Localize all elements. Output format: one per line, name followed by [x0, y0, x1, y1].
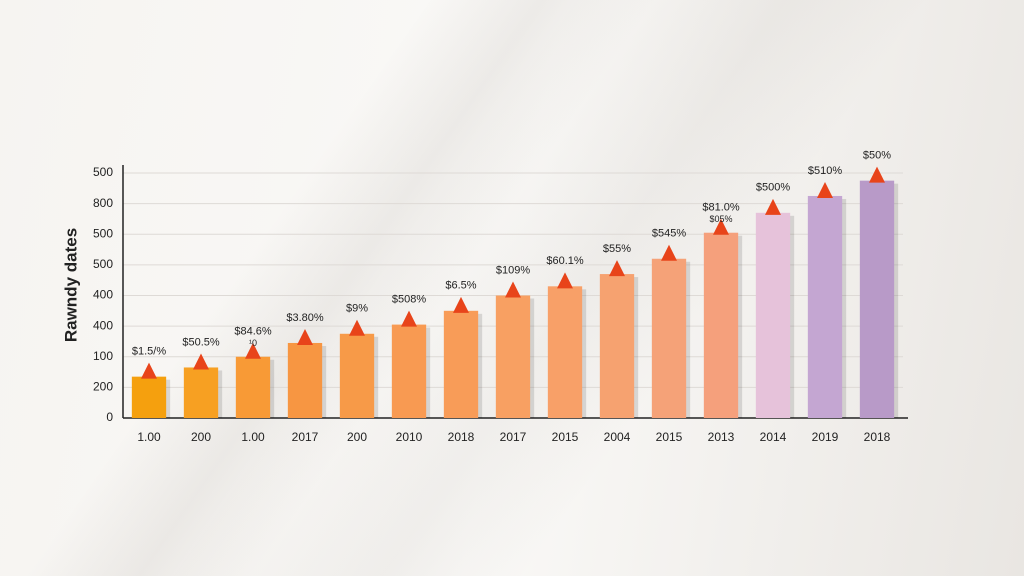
y-axis-title: Rawndy dates [61, 228, 80, 342]
y-tick-label: 100 [93, 349, 113, 363]
bar-label: $500% [756, 182, 790, 194]
x-tick-label: 200 [347, 430, 367, 444]
y-tick-label: 800 [93, 196, 113, 210]
y-tick-label: 500 [93, 257, 113, 271]
bar-label: $84.6% [234, 326, 272, 338]
bar [599, 274, 635, 418]
bar-marker [453, 296, 469, 313]
x-tick-label: 200 [191, 430, 211, 444]
bar-marker [609, 260, 625, 277]
bar-marker [349, 319, 365, 336]
x-tick-label: 2015 [552, 430, 579, 444]
bar-label: $9% [346, 303, 368, 315]
bar-label: $508% [392, 294, 426, 306]
y-tick-label: 400 [93, 318, 113, 332]
bar-marker [869, 166, 885, 183]
bar-marker [505, 281, 521, 298]
x-tick-label: 2017 [500, 430, 527, 444]
bar-label: $50.5% [182, 336, 220, 348]
bar-marker [557, 272, 573, 289]
bar [703, 232, 739, 418]
x-tick-label: 2018 [864, 430, 891, 444]
bar [235, 356, 271, 418]
x-tick-label: 2010 [396, 430, 423, 444]
x-tick-label: 2015 [656, 430, 683, 444]
bar-label: $510% [808, 165, 842, 177]
x-tick-label: 2004 [604, 430, 631, 444]
bar-label: $1.5/% [132, 346, 166, 358]
bar-label: $545% [652, 228, 686, 240]
bar-marker [817, 181, 833, 198]
x-tick-label: 1.00 [241, 430, 265, 444]
bar-label: $6.5% [445, 280, 476, 292]
bar-marker [141, 362, 157, 379]
y-tick-label: 400 [93, 288, 113, 302]
bar-label: $50% [863, 150, 891, 162]
bar-marker [401, 310, 417, 327]
bar-label: $109% [496, 264, 530, 276]
y-tick-label: 200 [93, 380, 113, 394]
x-tick-label: 2017 [292, 430, 319, 444]
x-tick-label: 1.00 [137, 430, 161, 444]
y-tick-label: 0 [106, 410, 113, 424]
x-tick-label: 2018 [448, 430, 475, 444]
x-tick-label: 2013 [708, 430, 735, 444]
x-tick-label: 2014 [760, 430, 787, 444]
y-tick-label: 500 [93, 165, 113, 179]
extra-label: $05% [709, 214, 732, 224]
bar [339, 333, 375, 418]
extra-label: ¹0 [249, 338, 257, 348]
bar [495, 295, 531, 418]
bar [131, 376, 167, 418]
bar-marker [297, 328, 313, 345]
bar-label: $3.80% [286, 312, 324, 324]
y-tick-label: 500 [93, 226, 113, 240]
bar-marker [713, 218, 729, 235]
bar [755, 212, 791, 418]
bar [183, 367, 219, 418]
bar-label: $81.0% [702, 202, 740, 214]
bar [859, 180, 895, 418]
bar-label: $60.1% [546, 255, 584, 267]
x-tick-label: 2019 [812, 430, 839, 444]
bar-marker [193, 353, 209, 370]
bar-label: $55% [603, 243, 631, 255]
bar [547, 286, 583, 418]
bar [651, 258, 687, 418]
bar-marker [245, 342, 261, 359]
bar [807, 195, 843, 418]
bar [391, 324, 427, 418]
bar [443, 310, 479, 418]
bar-marker [661, 244, 677, 261]
bar-marker [765, 198, 781, 215]
bar [287, 342, 323, 418]
